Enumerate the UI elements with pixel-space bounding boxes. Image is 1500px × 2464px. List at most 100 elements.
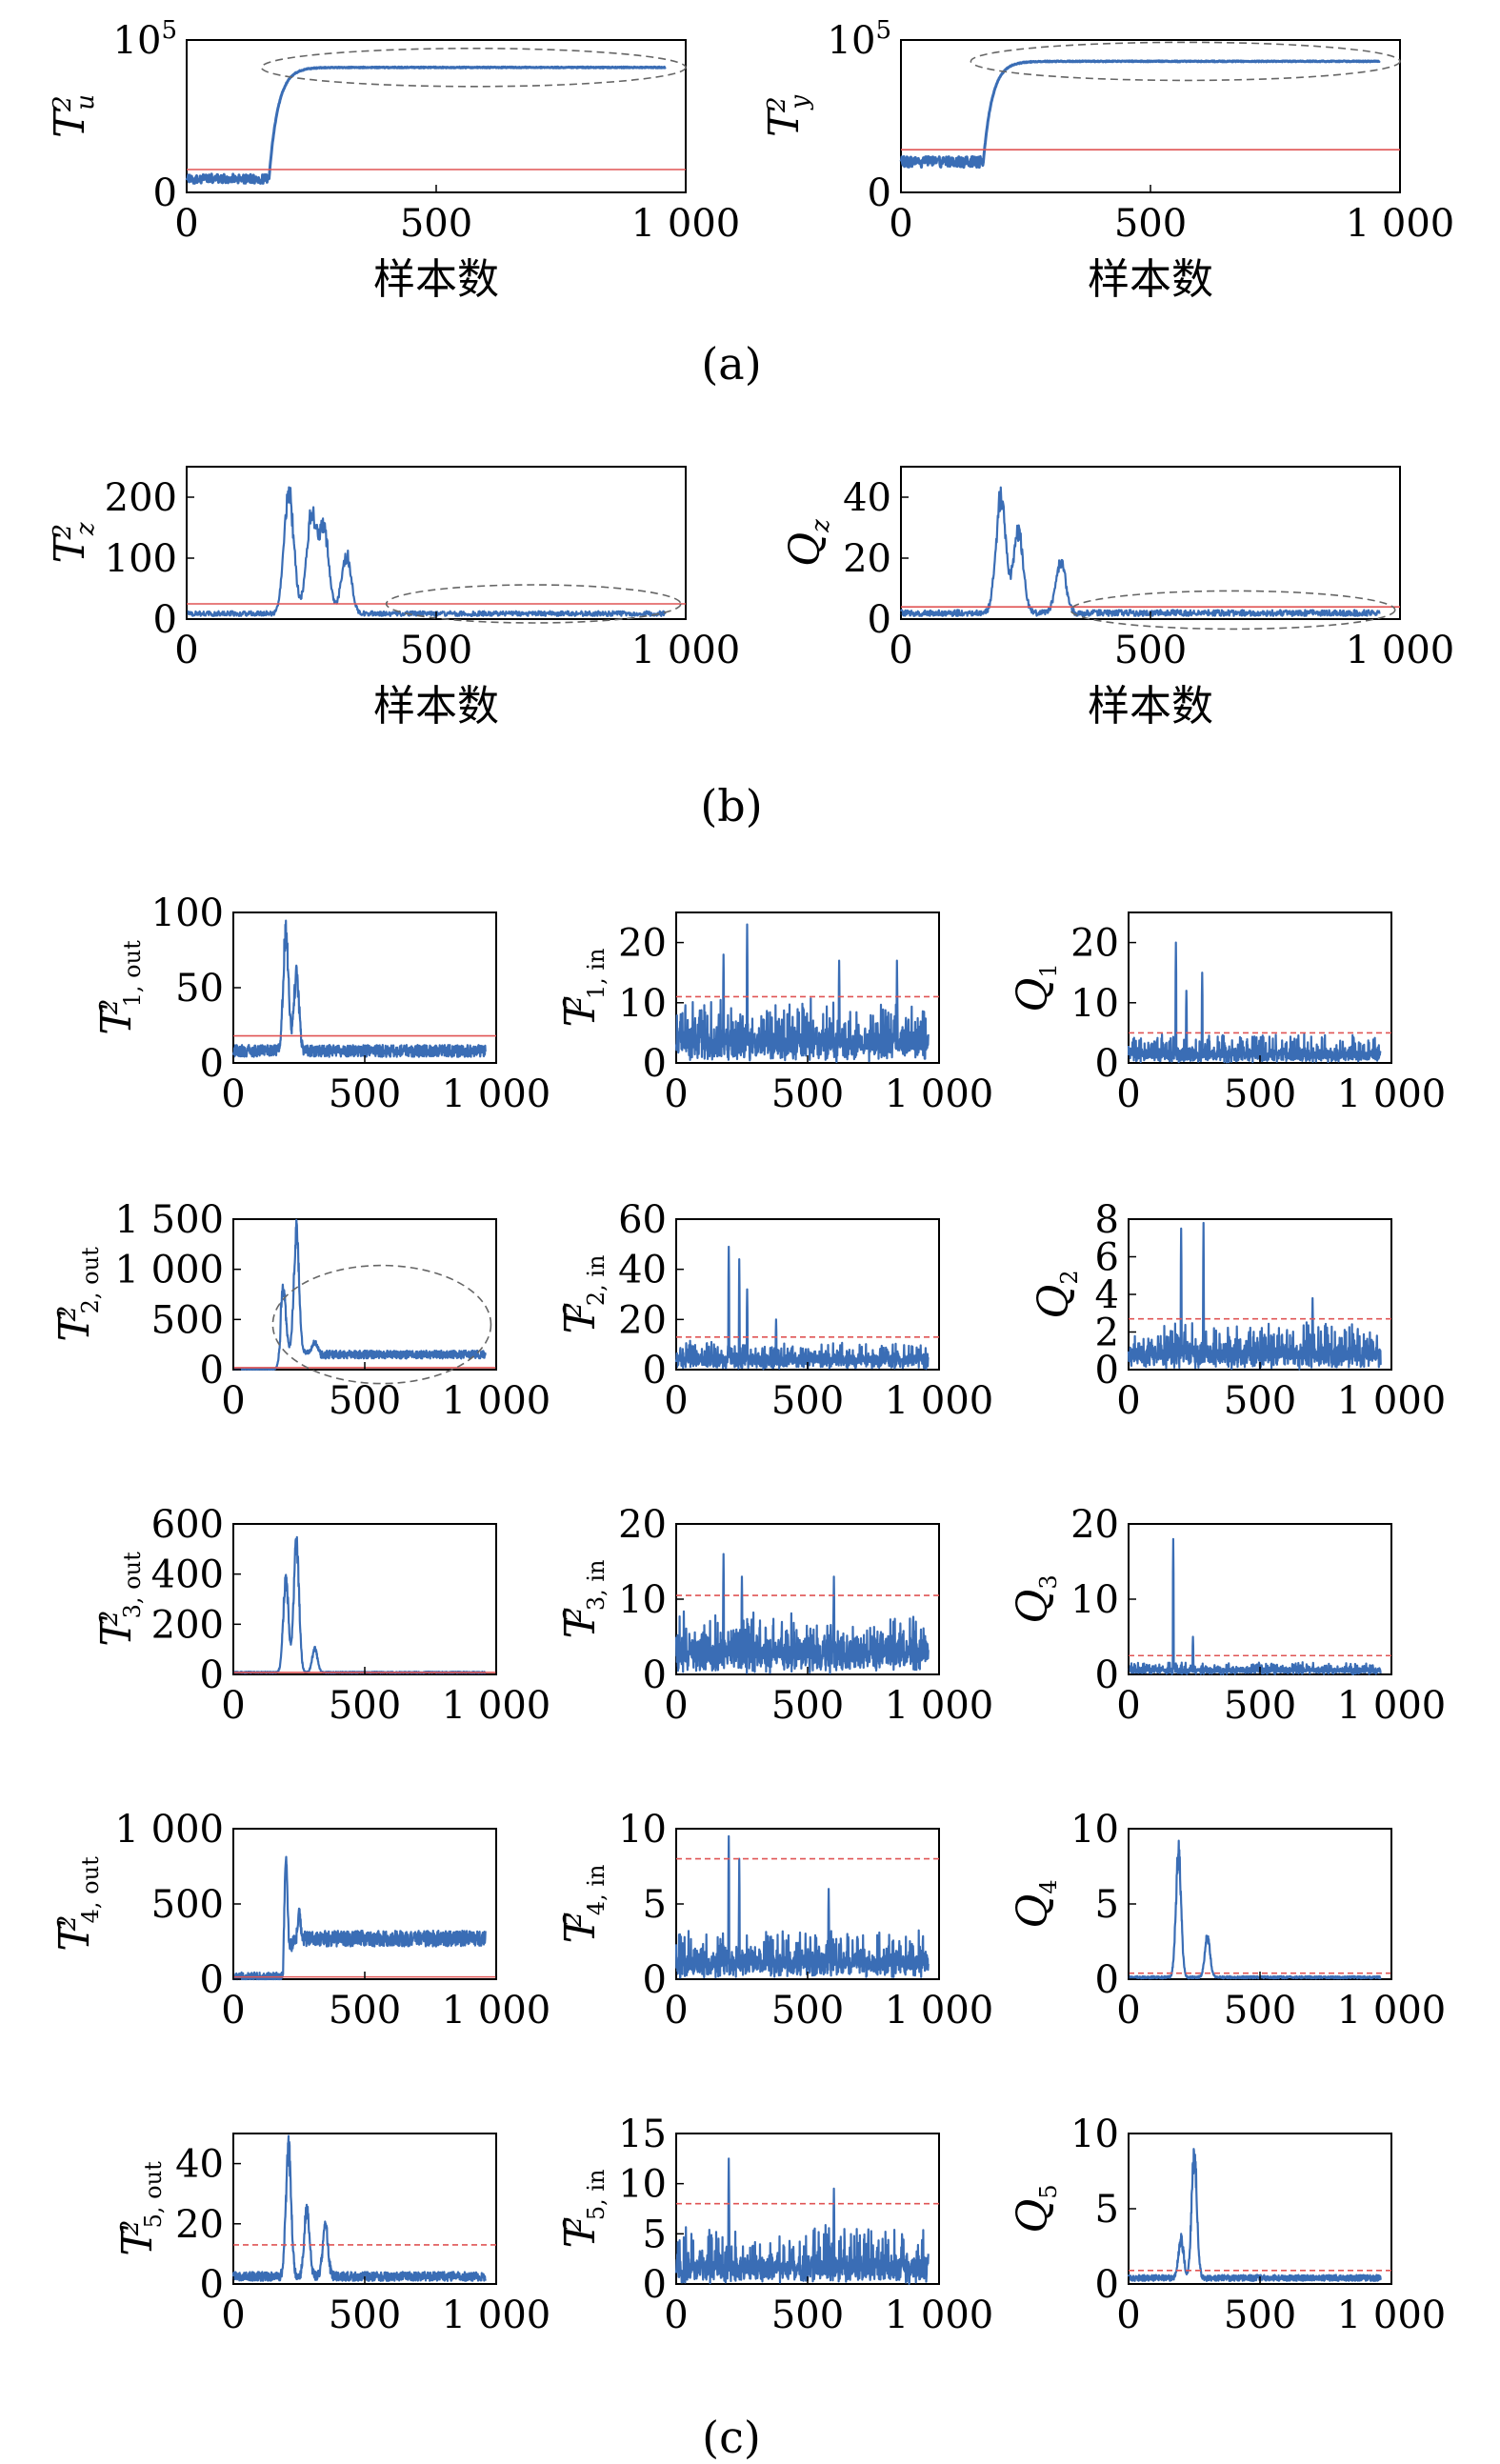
y-tick-label: 0: [153, 171, 177, 215]
y-tick-label: 0: [200, 2263, 224, 2307]
x-tick-label: 500: [1224, 2294, 1296, 2337]
x-tick-label: 500: [1224, 1989, 1296, 2033]
series-line: [899, 59, 1381, 170]
y-axis-label-subscript: 3: [1035, 1574, 1062, 1589]
x-tick-label: 1 000: [1346, 629, 1455, 672]
y-tick-label: 5: [643, 2213, 667, 2256]
series-line: [186, 486, 667, 617]
y-tick-label: 4: [1095, 1273, 1119, 1317]
y-axis-label-main: T: [46, 532, 94, 564]
highlight-ellipse: [1070, 590, 1396, 631]
axes-box: [186, 466, 687, 620]
x-tick-label: 1 000: [1337, 1989, 1447, 2033]
y-tick-label: 0: [1095, 1653, 1119, 1697]
y-axis-label-superscript: 2: [116, 2220, 145, 2237]
series-line: [185, 65, 667, 185]
series-line: [674, 1245, 930, 1371]
y-axis-label-subscript: 3, in: [583, 1559, 610, 1611]
y-tick-label: 60: [618, 1198, 667, 1242]
x-tick-label: 0: [221, 2294, 245, 2337]
chart-b2: 0 500 1 000 0 20 40 样本数 Qz: [781, 466, 1455, 731]
y-axis-label: Tu2: [46, 94, 100, 138]
y-tick-label: 1 000: [114, 1249, 224, 1292]
y-tick-label: 10: [1070, 1808, 1119, 1852]
highlight-ellipse: [385, 584, 682, 624]
x-tick-label: 0: [1116, 1989, 1140, 2033]
y-axis-label-subscript: 5, in: [583, 2169, 610, 2220]
y-axis-label-main: Q: [1009, 978, 1057, 1012]
axes-box: [1128, 1523, 1392, 1675]
y-tick-label: 1 500: [114, 1198, 224, 1242]
x-tick-label: 500: [771, 1072, 844, 1116]
series-line: [899, 486, 1381, 617]
y-tick-label: 400: [151, 1553, 224, 1597]
axes-box: [232, 2133, 497, 2285]
y-axis-label: T1, out2: [92, 940, 146, 1035]
y-tick-label-base: 10: [828, 19, 876, 63]
series-line: [232, 1855, 487, 1981]
x-tick-label: 1 000: [1346, 202, 1455, 246]
y-tick-label: 0: [1095, 2263, 1119, 2307]
y-axis-label: Q3: [1009, 1574, 1062, 1623]
axes-box: [232, 911, 497, 1064]
series-line: [1127, 1221, 1382, 1371]
y-tick-label: 0: [200, 1349, 224, 1392]
series-line: [674, 923, 930, 1063]
y-axis-label-subscript: 3, out: [119, 1552, 146, 1618]
y-tick-label: 0: [643, 1653, 667, 1697]
y-tick-label-exponent: 5: [875, 16, 891, 45]
y-tick-label: 40: [618, 1249, 667, 1292]
y-tick-label: 500: [151, 1298, 224, 1342]
y-axis-label-main: T: [113, 2225, 162, 2256]
x-tick-label: 1 000: [1337, 1379, 1447, 1423]
x-tick-label: 500: [1114, 629, 1187, 672]
y-axis-label-superscript: 2: [49, 95, 77, 112]
series-line: [231, 1535, 487, 1674]
y-tick-label: 10: [1070, 982, 1119, 1026]
y-tick-label: 10: [618, 2163, 667, 2207]
y-axis-label: Q4: [1009, 1879, 1062, 1928]
y-tick-label: 10: [618, 1578, 667, 1622]
y-tick-label: 40: [843, 476, 891, 520]
y-tick-label: 20: [843, 537, 891, 581]
y-tick-label: 500: [151, 1883, 224, 1927]
y-axis-label-main: T: [556, 1303, 605, 1334]
y-tick-label: 5: [643, 1883, 667, 1927]
x-tick-label: 1 000: [1337, 1072, 1447, 1116]
y-axis-label: T5, out2: [113, 2161, 167, 2256]
highlight-ellipse: [260, 48, 687, 88]
chart-b1: 0 500 1 000 0 100 200 样本数 Tz2: [46, 466, 740, 731]
y-tick-label: 5: [1095, 1883, 1119, 1927]
y-axis-label-subscript: 2, out: [77, 1247, 104, 1313]
y-axis-label-subscript: 1, out: [119, 940, 146, 1007]
series-line: [1127, 1537, 1382, 1675]
series-line: [674, 1553, 930, 1674]
y-axis-label-subscript: 4, in: [583, 1864, 610, 1915]
y-axis-label-superscript: 2: [49, 524, 77, 541]
x-tick-label: 0: [664, 2294, 688, 2337]
y-axis-label-subscript: u: [71, 94, 100, 110]
y-tick-label: 0: [200, 1653, 224, 1697]
x-tick-label: 500: [329, 1072, 401, 1116]
y-tick-label: 20: [618, 1503, 667, 1547]
y-axis-label-main: Q: [1030, 1285, 1078, 1319]
y-axis-label-subscript: 1: [1035, 963, 1062, 977]
y-tick-label: 15: [618, 2113, 667, 2156]
y-axis-label-subscript: y: [786, 95, 814, 110]
x-tick-label: 500: [1224, 1072, 1296, 1116]
y-axis-label-main: T: [556, 1913, 605, 1944]
y-axis-label-subscript: 1, in: [583, 948, 610, 999]
highlight-ellipse: [970, 41, 1401, 82]
y-axis-label-main: T: [46, 107, 94, 138]
y-tick-label-exponent: 5: [161, 16, 177, 45]
axes-box: [232, 1218, 497, 1371]
x-tick-label: 0: [664, 1072, 688, 1116]
axes-box: [675, 1218, 940, 1371]
y-tick-label: 10: [618, 1808, 667, 1852]
x-tick-label: 500: [329, 1379, 401, 1423]
